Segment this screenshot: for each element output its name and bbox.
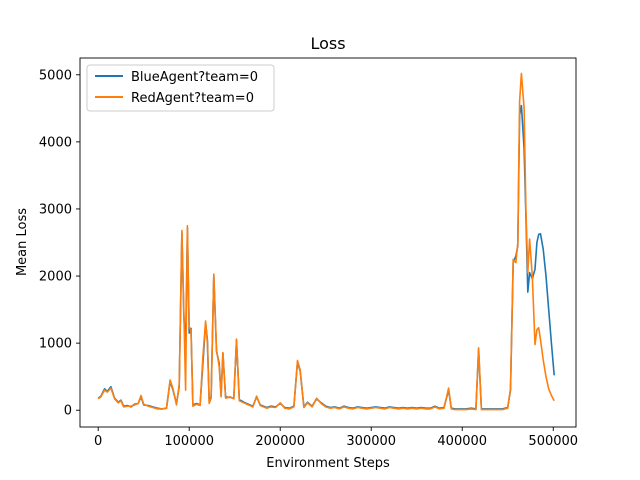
x-axis-label: Environment Steps [266, 456, 390, 471]
legend-label-blue: BlueAgent?team=0 [131, 70, 258, 85]
x-tick-label: 100000 [164, 434, 214, 449]
y-axis: 0 1000 2000 3000 4000 5000 [39, 68, 80, 419]
chart-title: Loss [310, 34, 345, 53]
y-tick-label: 5000 [39, 68, 72, 83]
legend: BlueAgent?team=0 RedAgent?team=0 [86, 64, 275, 112]
y-tick-label: 3000 [39, 202, 72, 217]
legend-box [86, 64, 275, 112]
y-tick-label: 4000 [39, 135, 72, 150]
y-tick-label: 1000 [39, 337, 72, 352]
y-tick-label: 0 [64, 404, 72, 419]
x-tick-label: 0 [94, 434, 102, 449]
x-tick-label: 300000 [346, 434, 396, 449]
legend-label-red: RedAgent?team=0 [131, 91, 254, 106]
x-axis: 0 100000 200000 300000 400000 500000 [94, 427, 578, 449]
x-tick-label: 400000 [437, 434, 487, 449]
x-tick-label: 500000 [528, 434, 578, 449]
x-tick-label: 200000 [255, 434, 305, 449]
y-tick-label: 2000 [39, 270, 72, 285]
plot-area [97, 72, 555, 411]
series-line-1 [97, 72, 555, 411]
axes-frame [79, 57, 577, 428]
y-axis-label: Mean Loss [15, 208, 30, 276]
